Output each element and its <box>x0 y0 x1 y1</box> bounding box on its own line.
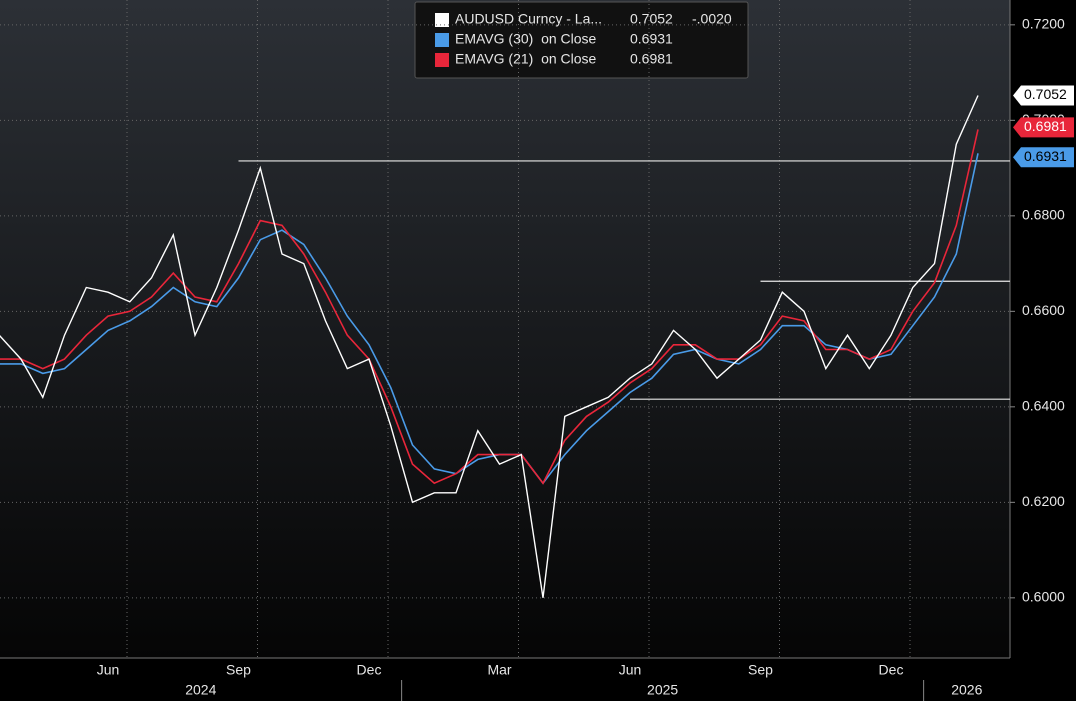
x-tick-label: Mar <box>487 662 511 678</box>
value-badge <box>1013 147 1074 168</box>
year-label: 2026 <box>951 682 982 698</box>
legend-value: 0.6981 <box>630 51 673 67</box>
value-badge-label: 0.6931 <box>1024 148 1067 164</box>
legend-value: 0.7052 <box>630 11 673 27</box>
series-line <box>0 129 979 485</box>
x-tick-label: Sep <box>748 662 773 678</box>
value-badge-label: 0.6981 <box>1024 118 1067 134</box>
y-tick-label: 0.6000 <box>1022 589 1065 605</box>
legend-swatch <box>435 13 449 27</box>
series-line <box>0 95 979 598</box>
value-badge-label: 0.7052 <box>1024 86 1067 102</box>
y-tick-label: 0.7200 <box>1022 16 1065 32</box>
value-badge <box>1013 85 1074 106</box>
legend-label: AUDUSD Curncy - La... <box>455 11 602 27</box>
y-tick-label: 0.6800 <box>1022 207 1065 223</box>
legend: AUDUSD Curncy - La... 0.7052 -.0020 EMAVG (… <box>414 1 749 79</box>
legend-box <box>414 1 749 79</box>
year-label: 2024 <box>185 682 216 698</box>
legend-label: EMAVG (30) on Close <box>455 31 597 47</box>
legend-swatch <box>435 33 449 47</box>
x-tick-label: Jun <box>619 662 642 678</box>
value-badge <box>1013 117 1074 138</box>
y-tick-label: 0.6200 <box>1022 493 1065 509</box>
legend-change: -.0020 <box>692 11 732 27</box>
year-label: 2025 <box>647 682 678 698</box>
x-tick-label: Dec <box>357 662 382 678</box>
legend-value: 0.6931 <box>630 31 673 47</box>
plot-area <box>0 0 1010 658</box>
x-tick-label: Sep <box>226 662 251 678</box>
y-tick-label: 0.6400 <box>1022 398 1065 414</box>
x-tick-label: Dec <box>879 662 904 678</box>
y-tick-label: 0.6600 <box>1022 302 1065 318</box>
x-tick-label: Jun <box>97 662 120 678</box>
legend-label: EMAVG (21) on Close <box>455 51 597 67</box>
legend-swatch <box>435 53 449 67</box>
